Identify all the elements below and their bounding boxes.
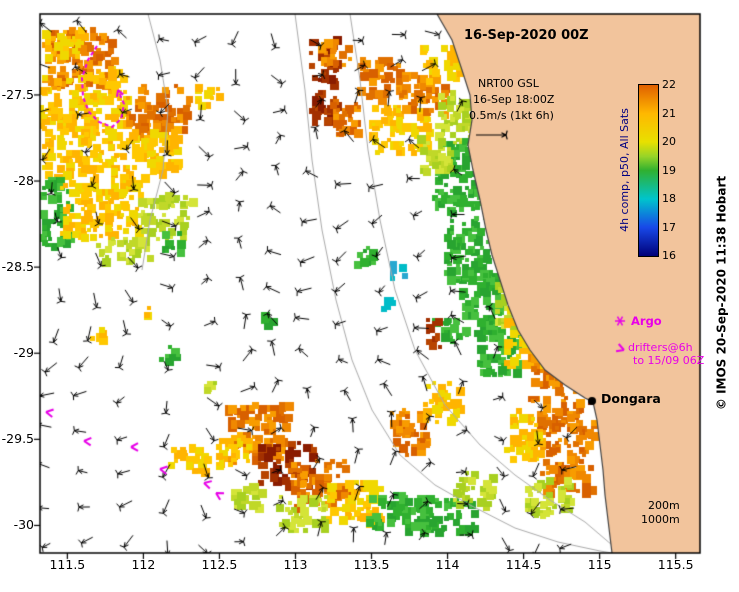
y-tick-label: -30 — [13, 517, 34, 533]
x-tick-label: 111.5 — [49, 557, 86, 572]
legend-drifters-line2: to 15/09 06Z — [633, 354, 705, 367]
legend-drifters-line1: drifters@6h — [628, 341, 693, 354]
colorbar-tick-label: 18 — [662, 192, 676, 205]
place-label-dongara: Dongara — [601, 391, 661, 406]
x-tick-label: 114 — [435, 557, 460, 572]
colorbar-tick-label: 16 — [662, 249, 676, 262]
vector-key-scale: 0.5m/s (1kt 6h) — [469, 109, 554, 122]
colorbar-tick-label: 17 — [662, 220, 676, 234]
depth-label-1000m: 1000m — [641, 513, 680, 526]
colorbar-label: 4h comp, p50, All Sats — [617, 108, 631, 232]
colorbar-tick-label: 20 — [662, 135, 676, 148]
y-tick-label: -29 — [13, 345, 34, 361]
map-title: 16-Sep-2020 00Z — [464, 28, 589, 43]
x-tick-label: 113 — [283, 557, 308, 572]
vector-key-time: 16-Sep 18:00Z — [473, 93, 555, 106]
colorbar-tick-label: 21 — [662, 106, 676, 120]
x-tick-label: 113.5 — [353, 557, 390, 572]
colorbar-tick-label: 19 — [662, 163, 676, 177]
colorbar-tick-label: 22 — [662, 78, 676, 91]
colorbar — [638, 84, 659, 257]
depth-label-200m: 200m — [648, 499, 680, 512]
y-tick-label: -29.5 — [1, 431, 34, 447]
y-tick-label: -28 — [13, 173, 34, 189]
vector-key-product: NRT00 GSL — [478, 77, 539, 90]
y-tick-label: -27.5 — [1, 86, 34, 102]
x-tick-label: 114.5 — [505, 557, 542, 572]
x-tick-label: 112 — [131, 557, 156, 572]
credit-text: © IMOS 20-Sep-2020 11:38 Hobart — [714, 175, 729, 411]
x-tick-label: 115 — [587, 557, 612, 572]
x-tick-label: 112.5 — [201, 557, 238, 572]
legend-argo-label: Argo — [631, 314, 662, 328]
y-tick-label: -28.5 — [1, 259, 34, 275]
x-tick-label: 115.5 — [657, 557, 694, 572]
